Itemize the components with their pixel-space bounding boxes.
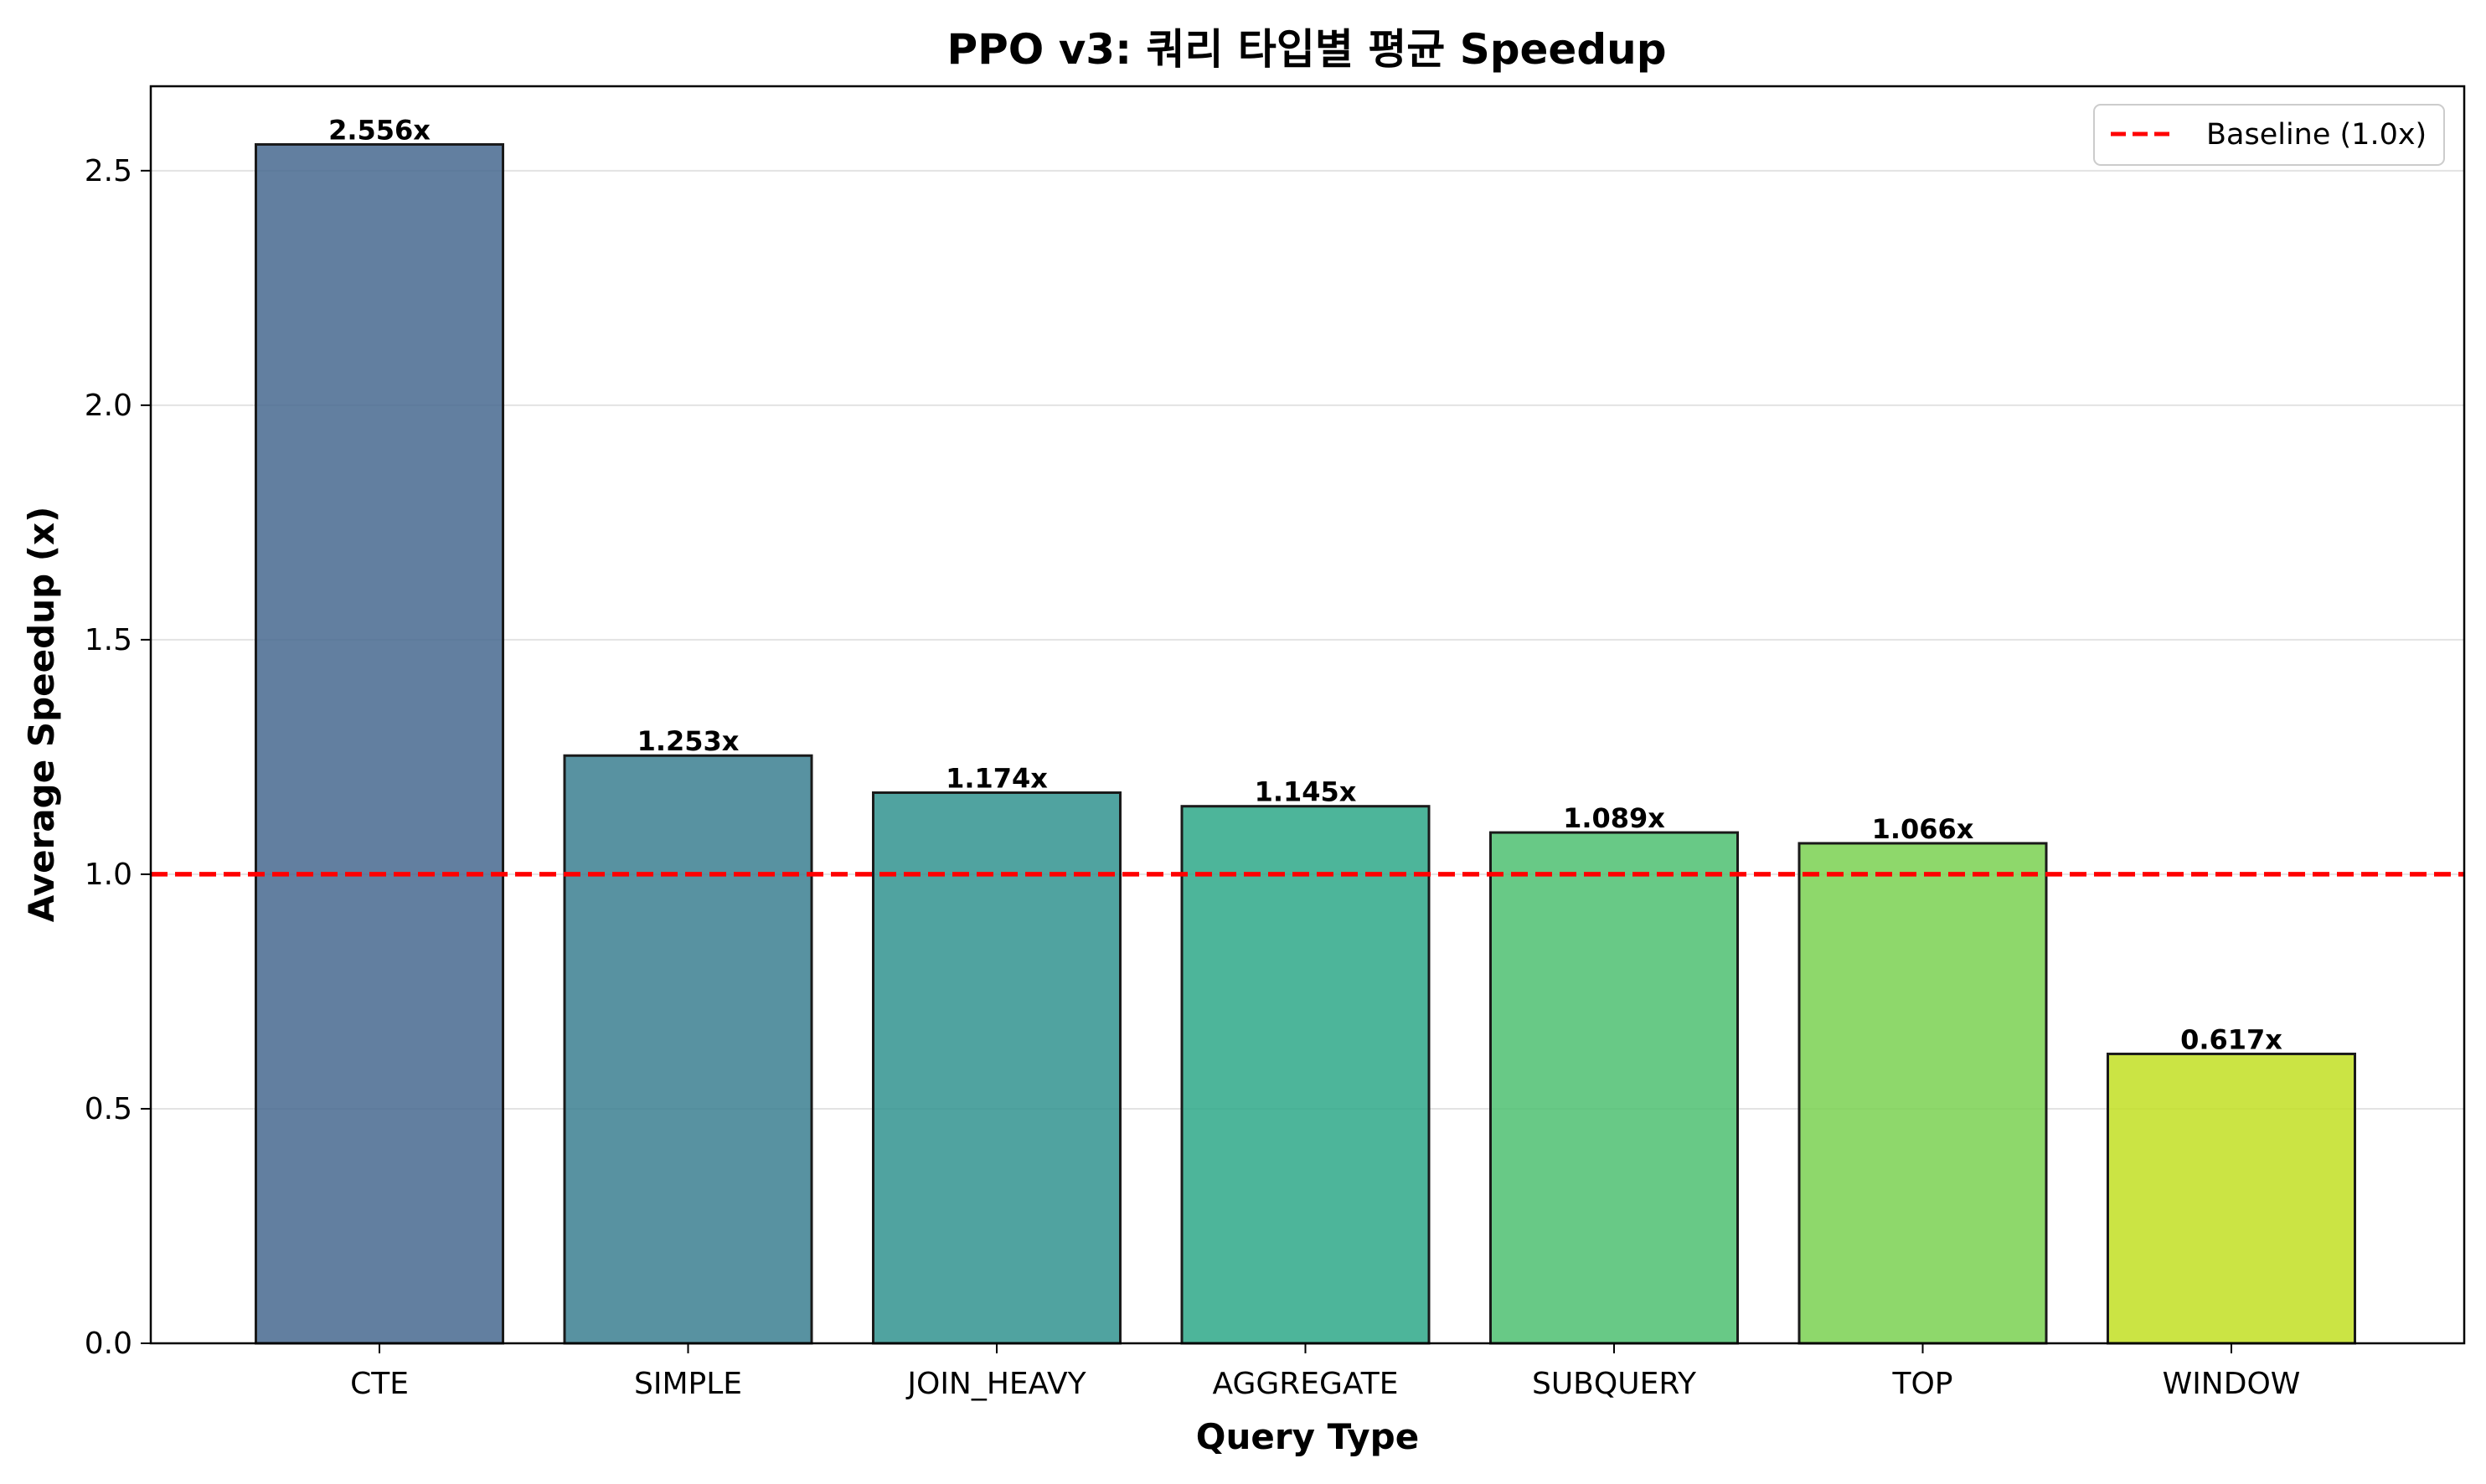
bar-aggregate	[1182, 806, 1429, 1343]
bar-value-label: 0.617x	[2180, 1023, 2282, 1055]
bar-simple	[565, 755, 812, 1343]
bar-value-label: 1.174x	[946, 762, 1048, 794]
bar-subquery	[1491, 832, 1738, 1343]
bars	[256, 144, 2355, 1343]
y-axis-label: Average Speedup (x)	[21, 507, 62, 923]
chart-title: PPO v3: 쿼리 타입별 평균 Speedup	[946, 25, 1666, 74]
x-tick-label: SIMPLE	[634, 1367, 742, 1401]
x-axis-label: Query Type	[1196, 1416, 1419, 1457]
bar-value-label: 1.089x	[1563, 802, 1665, 834]
x-tick-label: AGGREGATE	[1212, 1367, 1398, 1401]
x-tick-label: WINDOW	[2163, 1367, 2301, 1401]
bar-cte	[256, 144, 503, 1343]
bar-window	[2108, 1054, 2355, 1343]
y-axis-ticks: 0.0 0.5 1.0 1.5 2.0 2.5	[85, 154, 151, 1361]
bar-value-label: 1.066x	[1872, 813, 1974, 845]
y-tick-label: 1.5	[85, 623, 132, 657]
bar-top	[1799, 843, 2046, 1343]
x-tick-label: SUBQUERY	[1532, 1367, 1697, 1401]
x-tick-label: TOP	[1891, 1367, 1952, 1401]
y-tick-label: 0.0	[85, 1327, 132, 1361]
x-tick-label: CTE	[350, 1367, 409, 1401]
bar-value-label: 2.556x	[328, 114, 431, 146]
legend-baseline-label: Baseline (1.0x)	[2206, 118, 2427, 152]
x-tick-label: JOIN_HEAVY	[905, 1367, 1086, 1401]
bar-value-label: 1.145x	[1255, 776, 1357, 808]
bar-value-label: 1.253x	[637, 725, 740, 757]
x-axis-ticks: CTE SIMPLE JOIN_HEAVY AGGREGATE SUBQUERY TOP W…	[350, 1343, 2300, 1401]
y-tick-label: 1.0	[85, 858, 132, 892]
y-tick-label: 2.5	[85, 154, 132, 188]
legend: Baseline (1.0x)	[2094, 105, 2444, 165]
y-tick-label: 2.0	[85, 389, 132, 423]
y-tick-label: 0.5	[85, 1092, 132, 1126]
